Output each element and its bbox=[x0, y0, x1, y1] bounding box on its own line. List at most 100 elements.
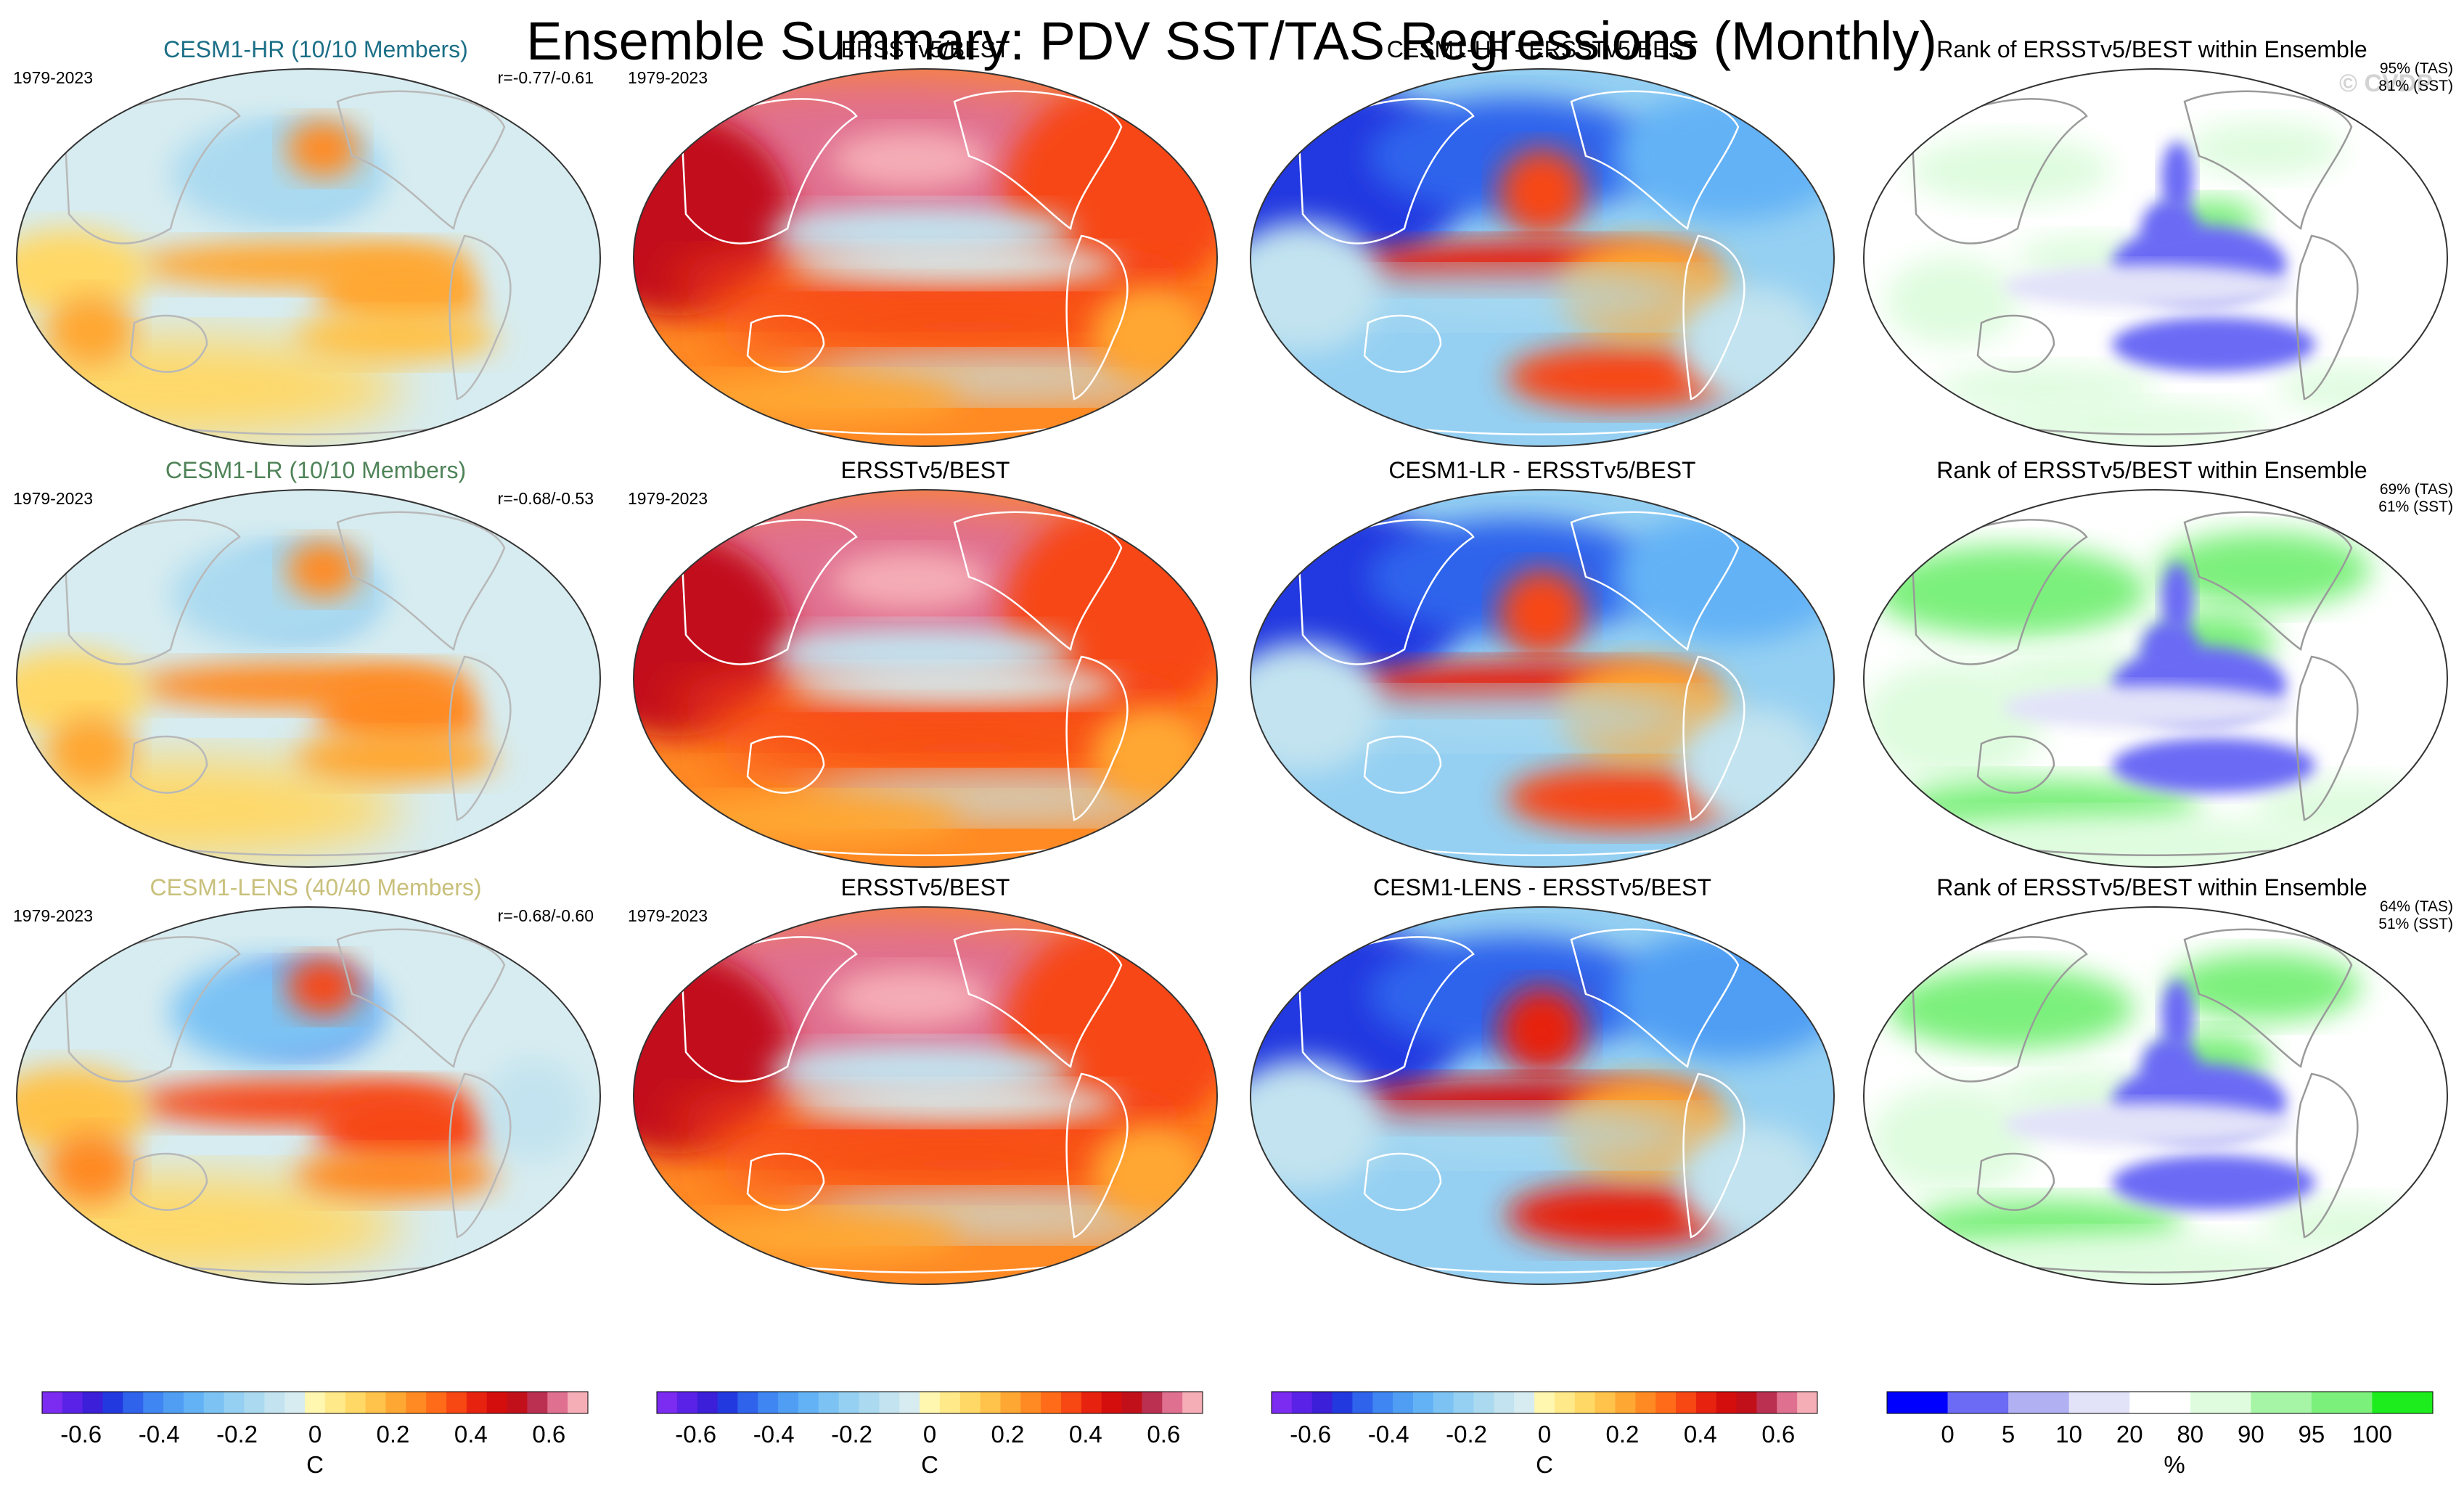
colorbar-tick-label: -0.4 bbox=[753, 1421, 795, 1448]
colorbar-swatch bbox=[224, 1392, 245, 1413]
rank-region bbox=[1926, 1235, 2312, 1284]
colorbar-swatch bbox=[980, 1392, 1001, 1413]
colorbar-tick-label: -0.6 bbox=[60, 1421, 102, 1448]
anomaly-region bbox=[1499, 570, 1586, 657]
anomaly-region bbox=[634, 533, 791, 736]
coastline-outline bbox=[746, 1152, 825, 1211]
colorbar-swatch bbox=[446, 1392, 467, 1413]
colorbar-swatch bbox=[1142, 1392, 1163, 1413]
anomaly-region bbox=[47, 1132, 134, 1204]
model-panel-title: CESM1-LENS (40/40 Members) bbox=[150, 874, 481, 900]
colorbar-swatch bbox=[568, 1392, 589, 1413]
rank-region bbox=[2161, 562, 2193, 635]
anomaly-region bbox=[17, 229, 149, 316]
rank-region bbox=[2003, 1103, 2293, 1146]
colorbar-tick-label: 0.2 bbox=[1605, 1421, 1639, 1448]
anomaly-region bbox=[831, 969, 991, 1027]
colorbar-swatch bbox=[1372, 1392, 1393, 1413]
anomaly-region bbox=[1251, 642, 1383, 773]
coastline-outline bbox=[449, 234, 512, 401]
colorbar-units: % bbox=[2164, 1451, 2185, 1478]
period-label: 1979-2023 bbox=[628, 68, 708, 87]
pattern-correlation-label: r=-0.68/-0.53 bbox=[498, 489, 594, 508]
colorbar-swatch bbox=[697, 1392, 719, 1413]
colorbar-swatch bbox=[2129, 1392, 2191, 1413]
coastline-outline bbox=[1682, 1072, 1745, 1239]
anomaly-region bbox=[769, 627, 1074, 679]
anomaly-region bbox=[171, 541, 388, 649]
rank-region bbox=[2185, 120, 2344, 177]
coastline-outline bbox=[681, 519, 858, 665]
colorbar-swatch bbox=[1041, 1392, 1062, 1413]
colorbar-swatch bbox=[1061, 1392, 1082, 1413]
colorbar-swatch bbox=[798, 1392, 819, 1413]
colorbar-swatch bbox=[385, 1392, 406, 1413]
panel-row: CESM1-LENS (40/40 Members) 1979-2023 r=-0.… bbox=[13, 874, 2453, 1285]
rank-region bbox=[2161, 141, 2193, 214]
map-border bbox=[1863, 68, 2448, 447]
colorbar-swatch bbox=[1020, 1392, 1041, 1413]
anomaly-region bbox=[1499, 149, 1586, 236]
anomaly-region bbox=[1092, 287, 1208, 381]
colorbar-swatch bbox=[264, 1392, 285, 1413]
coastline-outline bbox=[1911, 98, 2088, 245]
anomaly-region bbox=[17, 649, 149, 736]
coastline-outline bbox=[129, 735, 208, 794]
coastline-outline bbox=[64, 98, 241, 245]
colorbar-swatch bbox=[859, 1392, 880, 1413]
colorbar-swatch bbox=[324, 1392, 346, 1413]
coastline-outline bbox=[129, 314, 208, 373]
colorbar-swatch bbox=[1615, 1392, 1636, 1413]
model-panel: CESM1-HR (10/10 Members) 1979-2023 r=-0.77… bbox=[13, 36, 601, 447]
colorbar-swatch bbox=[1272, 1392, 1293, 1413]
map-border bbox=[16, 906, 601, 1285]
colorbar-swatch bbox=[1332, 1392, 1353, 1413]
colorbar-swatch bbox=[507, 1392, 528, 1413]
rank-sst-label: 81% (SST) bbox=[2378, 78, 2453, 94]
colorbar-swatch bbox=[2008, 1392, 2070, 1413]
rank-tas-label: 95% (TAS) bbox=[2380, 60, 2453, 77]
colorbar-swatch bbox=[426, 1392, 447, 1413]
coastline-outline bbox=[336, 511, 506, 652]
coastline-outline bbox=[336, 928, 506, 1069]
colorbar-swatch bbox=[1534, 1392, 1555, 1413]
colorbar-swatch bbox=[778, 1392, 799, 1413]
coastline-outline bbox=[449, 655, 512, 821]
coastline-outline bbox=[1976, 314, 2055, 373]
rank-sst-label: 61% (SST) bbox=[2378, 498, 2453, 515]
anomaly-region bbox=[634, 951, 791, 1154]
anomaly-region bbox=[483, 642, 584, 744]
colorbar-swatch bbox=[1311, 1392, 1333, 1413]
colorbar-swatch bbox=[879, 1392, 900, 1413]
rank-region bbox=[2003, 686, 2293, 729]
colorbar-swatch bbox=[365, 1392, 386, 1413]
coastline-outline bbox=[1976, 1152, 2055, 1211]
anomaly-region bbox=[1499, 987, 1586, 1074]
colorbar-swatch bbox=[244, 1392, 265, 1413]
anomaly-region bbox=[316, 1088, 490, 1168]
anomaly-region bbox=[1615, 512, 1834, 642]
anomaly-region bbox=[1368, 936, 1658, 1052]
colorbar-swatch bbox=[676, 1392, 698, 1413]
colorbar-tick-label: 0.6 bbox=[1147, 1421, 1180, 1448]
colorbar-swatch bbox=[2311, 1392, 2373, 1413]
rank-region bbox=[1885, 256, 2020, 346]
colorbar-swatch bbox=[2251, 1392, 2312, 1413]
difference-panel-title: CESM1-LENS - ERSSTv5/BEST bbox=[1373, 874, 1711, 900]
anomaly-region bbox=[287, 120, 359, 178]
colorbar-swatch bbox=[406, 1392, 427, 1413]
colorbar-swatch bbox=[1352, 1392, 1373, 1413]
colorbar-tick-label: 100 bbox=[2352, 1421, 2392, 1448]
coastline-outline bbox=[1682, 234, 1745, 401]
anomaly-region bbox=[1615, 929, 1834, 1059]
rank-region bbox=[2112, 317, 2315, 372]
colorbar-frame bbox=[1886, 1391, 2434, 1414]
colorbar-frame bbox=[656, 1391, 1203, 1414]
anomaly-region bbox=[671, 797, 962, 843]
period-label: 1979-2023 bbox=[628, 906, 708, 925]
temperature-colorbar: -0.6 -0.4 -0.2 0 0.2 0.4 0.6 C bbox=[41, 1391, 589, 1478]
rank-panel-title: Rank of ERSSTv5/BEST within Ensemble bbox=[1936, 36, 2367, 62]
difference-panel: CESM1-LR - ERSSTv5/BEST bbox=[1250, 457, 1835, 868]
rank-panel-title: Rank of ERSSTv5/BEST within Ensemble bbox=[1936, 457, 2367, 483]
map-border bbox=[1250, 489, 1835, 868]
